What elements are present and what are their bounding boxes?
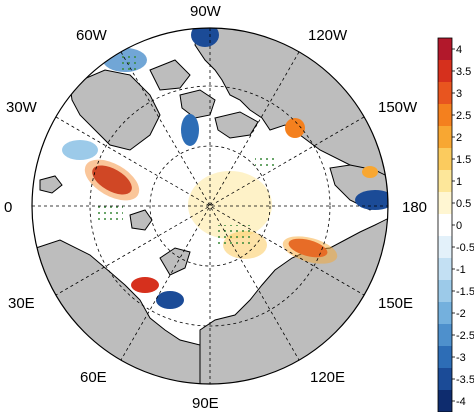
land-archipelago-3 xyxy=(149,59,191,91)
anomaly-hudson-blue xyxy=(191,28,219,47)
anomaly-barents-blue xyxy=(156,291,184,309)
colorbar-label: -3 xyxy=(456,352,466,364)
anomaly-kara-orange xyxy=(282,236,338,264)
map-boundary xyxy=(31,27,389,385)
colorbar-label: 1.5 xyxy=(456,154,471,166)
longitude-labels: 90W 120W 150W 180 150E 120E 90E 60E 30E … xyxy=(4,3,427,412)
lon-label-150w: 150W xyxy=(378,99,418,116)
colorbar-segment xyxy=(438,390,452,412)
colorbar-label: -2 xyxy=(456,308,466,320)
colorbar-segment xyxy=(438,60,452,82)
meridian-150w-30e xyxy=(55,116,365,296)
land-greenland xyxy=(69,69,161,151)
anomaly-barents-red xyxy=(131,277,159,293)
lon-label-30w: 30W xyxy=(6,99,38,116)
colorbar-label: 4 xyxy=(456,44,462,56)
land xyxy=(32,28,388,384)
latitude-circle-middle xyxy=(89,85,331,327)
colorbar-label: -1.5 xyxy=(456,286,474,298)
lon-label-120w: 120W xyxy=(308,27,348,44)
colorbar-segment xyxy=(438,324,452,346)
colorbar-label: -1 xyxy=(456,264,466,276)
colorbar-label: 0.5 xyxy=(456,198,471,210)
anomaly-greenland-sea-red xyxy=(92,165,132,195)
colorbar-segment xyxy=(438,346,452,368)
colorbar-segment xyxy=(438,192,452,214)
lon-label-120e: 120E xyxy=(310,369,345,386)
anomaly-baffin-blue xyxy=(181,114,199,146)
lon-label-150e: 150E xyxy=(378,295,413,312)
meridians xyxy=(32,28,388,384)
colorbar-label: 2.5 xyxy=(456,110,471,122)
colorbar-segment xyxy=(438,280,452,302)
land-novaya-zemlya xyxy=(159,247,191,276)
colorbar-label: 1 xyxy=(456,176,462,188)
colorbar-label: 2 xyxy=(456,132,462,144)
anomaly-patches xyxy=(62,28,388,309)
colorbar-segment xyxy=(438,148,452,170)
lon-label-30e: 30E xyxy=(8,295,35,312)
lon-label-60w: 60W xyxy=(76,27,108,44)
colorbar-segment xyxy=(438,368,452,390)
colorbar-label: 3 xyxy=(456,88,462,100)
anomaly-greenland-sea-orange xyxy=(84,159,140,201)
anomaly-bering-orange xyxy=(362,166,378,178)
colorbar-segment xyxy=(438,126,452,148)
lon-label-90w: 90W xyxy=(190,3,222,20)
colorbar-segment xyxy=(438,302,452,324)
meridian-120w-60e xyxy=(120,51,300,361)
meridian-30w-150e xyxy=(55,116,365,296)
latitude-circles xyxy=(89,85,331,327)
colorbar-label: -2.5 xyxy=(456,330,474,342)
colorbar-segment xyxy=(438,38,452,60)
land-archipelago-2 xyxy=(214,111,259,139)
anomaly-beaufort-orange xyxy=(285,118,305,138)
map-disk xyxy=(32,28,388,384)
anomaly-norwegian-blue xyxy=(62,140,98,160)
land-iceland xyxy=(39,175,63,194)
colorbar-segment xyxy=(438,236,452,258)
colorbar: 4 3.5 3 2.5 2 1.5 1 0.5 0 -0.5 -1 -1.5 -2 -2.5 -3 -3.5 -… xyxy=(437,37,474,412)
meridian-60w-120e xyxy=(120,51,300,361)
colorbar-segment xyxy=(438,258,452,280)
lon-label-60e: 60E xyxy=(80,369,107,386)
stipple-region-2 xyxy=(95,205,123,223)
colorbar-segment xyxy=(438,104,452,126)
lon-label-0: 0 xyxy=(4,199,12,216)
lon-label-90e: 90E xyxy=(192,395,219,412)
anomaly-chukchi-blue xyxy=(355,190,388,210)
stipple-region-4 xyxy=(120,55,140,73)
colorbar-label: -0.5 xyxy=(456,242,474,254)
lon-label-180: 180 xyxy=(402,199,427,216)
latitude-circle-inner xyxy=(149,145,271,267)
stipple-region-1 xyxy=(215,225,250,245)
colorbar-label: 3.5 xyxy=(456,66,471,78)
anomaly-central-yellow xyxy=(188,171,272,239)
colorbar-label: -3.5 xyxy=(456,374,474,386)
colorbar-segment xyxy=(438,170,452,192)
land-svalbard xyxy=(129,209,153,231)
stipple-region-3 xyxy=(255,155,277,169)
colorbar-segment xyxy=(438,82,452,104)
colorbar-label: -4 xyxy=(456,396,466,408)
colorbar-label: 0 xyxy=(456,220,462,232)
colorbar-segment xyxy=(438,214,452,236)
